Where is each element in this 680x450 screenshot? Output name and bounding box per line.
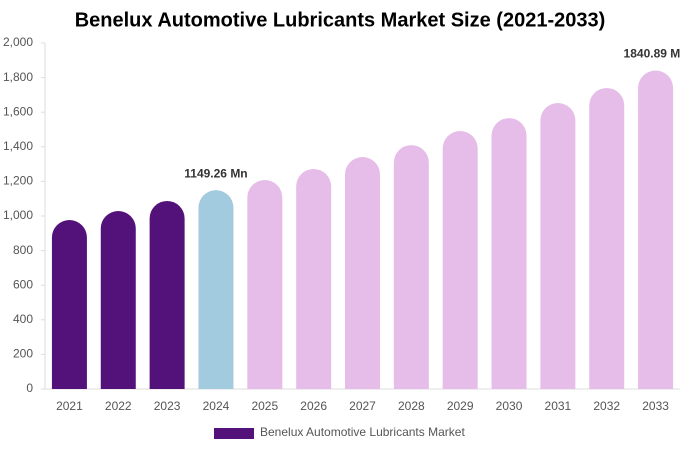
y-tick-label: 800 bbox=[13, 243, 33, 257]
bar bbox=[589, 87, 625, 389]
legend-label: Benelux Automotive Lubricants Market bbox=[260, 425, 465, 439]
x-tick-label: 2022 bbox=[105, 399, 132, 413]
bar bbox=[100, 210, 136, 389]
bar bbox=[540, 103, 576, 389]
y-tick-label: 200 bbox=[13, 347, 33, 361]
y-tick-label: 2,000 bbox=[3, 35, 33, 49]
bar bbox=[442, 131, 478, 389]
x-tick-label: 2032 bbox=[593, 399, 620, 413]
x-tick-label: 2021 bbox=[56, 399, 83, 413]
x-tick-label: 2024 bbox=[203, 399, 230, 413]
x-tick-label: 2031 bbox=[545, 399, 572, 413]
y-tick-label: 1,800 bbox=[3, 70, 33, 84]
bar bbox=[638, 70, 674, 389]
chart-title: Benelux Automotive Lubricants Market Siz… bbox=[75, 9, 606, 31]
bar bbox=[296, 168, 332, 389]
legend-swatch bbox=[214, 428, 254, 439]
bar bbox=[247, 180, 283, 389]
bar bbox=[198, 190, 234, 389]
bar bbox=[491, 118, 527, 389]
y-tick-label: 400 bbox=[13, 312, 33, 326]
y-tick-label: 1,600 bbox=[3, 104, 33, 118]
x-tick-label: 2030 bbox=[496, 399, 523, 413]
x-tick-label: 2026 bbox=[300, 399, 327, 413]
x-tick-label: 2027 bbox=[349, 399, 376, 413]
bar bbox=[345, 157, 380, 389]
bar bbox=[149, 200, 185, 389]
x-tick-label: 2023 bbox=[154, 399, 181, 413]
y-tick-label: 1,200 bbox=[3, 174, 33, 188]
data-label: 1840.89 Mn bbox=[624, 47, 680, 61]
x-tick-label: 2029 bbox=[447, 399, 474, 413]
y-tick-label: 0 bbox=[26, 381, 33, 395]
x-tick-label: 2033 bbox=[642, 399, 669, 413]
x-tick-label: 2025 bbox=[251, 399, 278, 413]
bar bbox=[51, 219, 87, 389]
bar bbox=[393, 145, 429, 389]
y-tick-label: 600 bbox=[13, 277, 33, 291]
y-tick-label: 1,000 bbox=[3, 208, 33, 222]
x-tick-label: 2028 bbox=[398, 399, 425, 413]
y-tick-label: 1,400 bbox=[3, 139, 33, 153]
data-label: 1149.26 Mn bbox=[184, 166, 247, 180]
